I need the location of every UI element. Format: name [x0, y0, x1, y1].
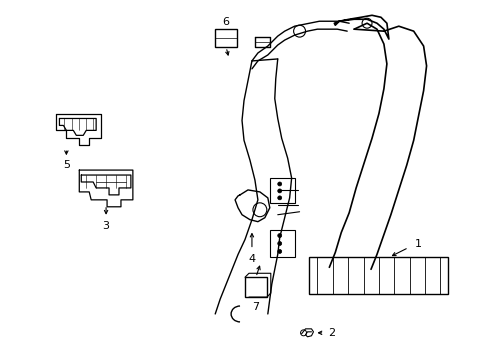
Text: 6: 6 [222, 17, 229, 27]
Bar [309, 257, 447, 294]
Text: 1: 1 [414, 239, 421, 249]
Text: 7: 7 [252, 302, 259, 312]
Bar [269, 230, 294, 257]
Text: 4: 4 [248, 255, 255, 264]
Circle shape [277, 234, 281, 238]
FancyBboxPatch shape [215, 29, 237, 47]
Circle shape [277, 182, 281, 186]
Circle shape [277, 196, 281, 200]
Text: 3: 3 [102, 221, 109, 231]
Text: 5: 5 [63, 160, 70, 170]
Bar [269, 178, 294, 203]
FancyBboxPatch shape [244, 277, 266, 297]
Circle shape [277, 242, 281, 246]
Circle shape [277, 189, 281, 193]
Text: 2: 2 [327, 328, 334, 338]
Circle shape [277, 249, 281, 253]
